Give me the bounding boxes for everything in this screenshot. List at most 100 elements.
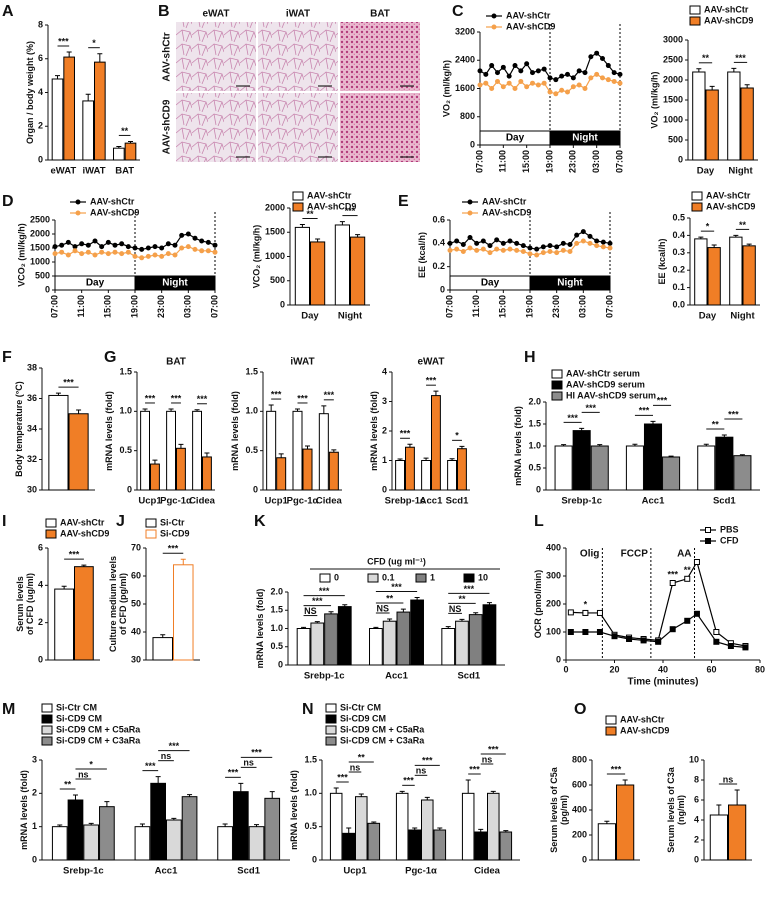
marker — [85, 249, 91, 255]
bar — [455, 620, 469, 666]
y-tick-label: 0 — [312, 854, 317, 864]
legend-swatch — [691, 202, 703, 212]
error-bar — [97, 53, 103, 63]
marker — [617, 71, 623, 77]
x-tick-label: 80 — [755, 664, 765, 674]
error-bar — [412, 827, 418, 830]
error-bar — [709, 85, 715, 90]
x-axis-label: Time (minutes) — [628, 677, 699, 688]
significance-label: *** — [422, 756, 433, 766]
marker — [576, 68, 582, 74]
marker — [159, 253, 165, 259]
y-tick-label: 0.5 — [304, 821, 317, 831]
legend-swatch — [325, 736, 337, 746]
x-tick-label: 19:00 — [544, 150, 554, 173]
x-tick-label: Srebp-1c — [561, 496, 602, 507]
error-bar — [746, 243, 752, 246]
y-tick-label: 0 — [278, 659, 283, 669]
error-bar — [397, 458, 403, 461]
error-bar — [473, 612, 479, 615]
x-tick-label: Scd1 — [457, 671, 480, 682]
marker — [574, 232, 580, 238]
x-tick-label: 11:00 — [76, 295, 86, 318]
marker — [547, 243, 553, 249]
marker — [185, 244, 191, 250]
error-bar — [490, 790, 496, 794]
legend-swatch — [325, 714, 337, 724]
marker — [172, 242, 178, 248]
marker — [199, 248, 205, 254]
legend-label: Si-CD9 CM + C3aRa — [340, 735, 425, 745]
error-bar — [333, 787, 339, 794]
bar — [742, 245, 756, 306]
marker — [565, 71, 570, 77]
y-tick-label: 3 — [382, 396, 387, 406]
y-tick-label: 2400 — [455, 55, 475, 65]
marker — [705, 527, 711, 533]
x-tick-label: Night — [728, 166, 753, 177]
bar — [733, 455, 752, 491]
bar — [457, 448, 467, 491]
bar — [709, 814, 729, 861]
bar — [705, 89, 719, 161]
significance-label: *** — [145, 761, 156, 771]
marker — [65, 252, 71, 258]
marker — [524, 61, 530, 67]
significance-label: *** — [567, 413, 578, 423]
y-tick-label: 2 — [694, 834, 699, 844]
marker — [99, 244, 105, 250]
error-bar — [171, 817, 177, 820]
significance-label: NS — [376, 603, 389, 613]
error-bar — [254, 824, 260, 827]
error-bar — [315, 238, 321, 242]
y-axis-label: mRNA levels (fold) — [19, 770, 29, 850]
marker — [530, 80, 535, 86]
error-bar — [55, 392, 61, 396]
error-bar — [104, 801, 110, 807]
legend-label: AAV-shCtr — [60, 517, 105, 527]
significance-label: *** — [585, 403, 596, 413]
error-bar — [85, 93, 91, 101]
y-tick-label: 1000 — [30, 256, 50, 266]
marker — [570, 75, 576, 81]
legend-swatch — [319, 573, 331, 583]
x-tick-label: 03:00 — [183, 295, 193, 318]
bar — [694, 238, 708, 306]
x-tick-label: 19:00 — [524, 295, 534, 318]
marker — [713, 638, 720, 645]
marker — [605, 77, 611, 83]
y-axis-label: Body temperature (°C) — [14, 381, 24, 477]
bar — [410, 599, 424, 666]
bar — [166, 819, 182, 861]
bar — [337, 606, 352, 666]
significance-label: *** — [168, 544, 179, 554]
marker — [460, 249, 466, 254]
marker — [119, 241, 125, 247]
y-axis-label: EE (kcal/h) — [417, 232, 427, 278]
panel-letter: C — [452, 3, 464, 20]
marker — [600, 244, 606, 250]
marker — [467, 199, 473, 205]
marker — [75, 199, 81, 205]
y-tick-label: 1000 — [265, 251, 285, 261]
x-tick-label: Acc1 — [155, 866, 178, 877]
x-tick-label: Ucp1 — [265, 496, 289, 507]
marker — [500, 84, 506, 90]
legend-label: AAV-shCD9 — [506, 21, 555, 31]
error-bar — [127, 140, 133, 144]
error-bar — [331, 449, 337, 453]
legend-label: HI AAV-shCD9 serum — [566, 390, 656, 400]
panel-letter: K — [254, 513, 266, 530]
marker — [125, 249, 131, 255]
y-tick-label: 1500 — [265, 227, 285, 237]
marker — [500, 240, 506, 246]
x-tick-label: Pgc-1α — [160, 496, 192, 507]
y-tick-label: 1.0 — [304, 788, 317, 798]
bar — [468, 614, 483, 666]
marker — [611, 70, 617, 76]
significance-label: NS — [304, 606, 317, 616]
legend-swatch — [45, 518, 57, 528]
x-tick-label: 23:00 — [156, 295, 166, 318]
event-label: Olig — [580, 549, 599, 560]
legend-swatch — [605, 715, 617, 725]
